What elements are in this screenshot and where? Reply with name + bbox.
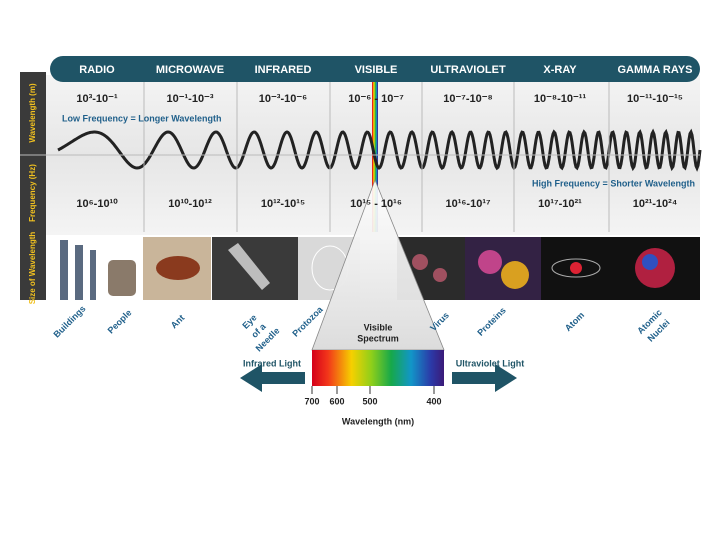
scale-label: 400 (426, 396, 441, 406)
building (60, 240, 68, 300)
band-header: ULTRAVIOLET (430, 64, 506, 76)
left-arrow (240, 364, 305, 392)
wave (57, 128, 702, 172)
frequency-range: 10⁶-10¹⁰ (76, 198, 118, 210)
frequency-range: 10¹²-10¹⁵ (261, 198, 305, 210)
protein (478, 250, 502, 274)
band-header: VISIBLE (355, 64, 398, 76)
scale-axis-label: Wavelength (nm) (342, 416, 414, 426)
wavelength-range: 10⁻⁷-10⁻⁸ (443, 93, 492, 105)
row-label: Frequency (Hz) (28, 164, 37, 222)
band-header: RADIO (79, 64, 115, 76)
size-label: Ant (169, 313, 187, 331)
wavelength-range: 10⁻¹¹-10⁻¹⁵ (627, 93, 683, 105)
nucleus (570, 262, 582, 274)
size-label: Virus (428, 310, 451, 333)
building (75, 245, 83, 300)
wavelength-range: 10⁻⁸-10⁻¹¹ (534, 93, 587, 105)
size-label: People (106, 308, 134, 336)
scale-label: 700 (304, 396, 319, 406)
row-label: Wavelength (m) (28, 83, 37, 143)
side-bar (20, 72, 46, 300)
header-bar (50, 56, 700, 82)
ultraviolet-label: Ultraviolet Light (456, 358, 525, 368)
frequency-range: 10²¹-10²⁴ (633, 198, 678, 210)
band-header: X-RAY (543, 64, 577, 76)
protein (501, 261, 529, 289)
frequency-range: 10¹⁷-10²¹ (538, 198, 582, 210)
scale-label: 600 (329, 396, 344, 406)
row-label: Size of Wavelength (28, 232, 37, 305)
note-high: High Frequency = Shorter Wavelength (532, 178, 695, 188)
wavelength-range: 10³-10⁻¹ (76, 93, 118, 105)
nucleon (642, 254, 658, 270)
band-header: INFRARED (255, 64, 312, 76)
note-low: Low Frequency = Longer Wavelength (62, 113, 221, 123)
band-header: MICROWAVE (156, 64, 224, 76)
spectrum-title: Visible (364, 322, 393, 332)
frequency-range: 10¹⁶-10¹⁷ (445, 198, 491, 210)
people (108, 260, 136, 296)
size-images (60, 237, 700, 300)
size-label: Atom (563, 310, 586, 333)
scale-label: 500 (362, 396, 377, 406)
frequency-range: 10¹⁵ - 10¹⁶ (350, 198, 402, 210)
size-label: Proteins (475, 305, 508, 338)
virus (433, 268, 447, 282)
wavelength-range: 10⁻⁶ - 10⁻⁷ (348, 93, 404, 105)
infrared-label: Infrared Light (243, 358, 301, 368)
right-arrow (452, 364, 517, 392)
orbit (551, 258, 601, 278)
building (90, 250, 96, 300)
spectrum-bar (312, 350, 444, 386)
ant (156, 256, 200, 280)
spectrum-title: Spectrum (357, 333, 399, 343)
needle (228, 243, 270, 290)
band-header: GAMMA RAYS (618, 64, 693, 76)
wavelength-range: 10⁻¹-10⁻³ (166, 93, 213, 105)
virus (412, 254, 428, 270)
frequency-range: 10¹⁰-10¹² (168, 198, 212, 210)
size-label: Buildings (52, 304, 88, 340)
wavelength-range: 10⁻³-10⁻⁶ (259, 93, 307, 105)
